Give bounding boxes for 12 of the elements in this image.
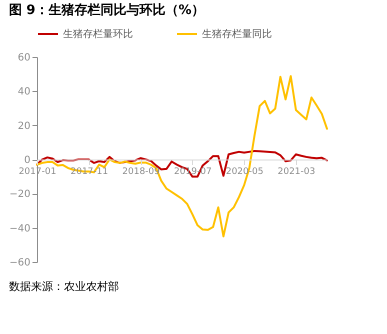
y-tick-label: 40 (18, 86, 30, 98)
legend-label: 生猪存栏量环比 (63, 28, 133, 40)
source-note: 数据来源：农业农村部 (9, 280, 119, 293)
y-tick-label: 60 (18, 52, 30, 64)
y-tick-label: −60 (9, 258, 30, 268)
y-tick-label: −40 (9, 223, 30, 234)
y-tick-label: −20 (9, 189, 30, 200)
chart-title: 图 9：生猪存栏同比与环比（%） (8, 3, 205, 18)
y-tick-label: 0 (24, 155, 30, 166)
x-tick-label: 2021-03 (278, 167, 316, 177)
legend-label: 生猪存栏量同比 (202, 28, 272, 40)
y-tick-label: 20 (18, 120, 30, 132)
